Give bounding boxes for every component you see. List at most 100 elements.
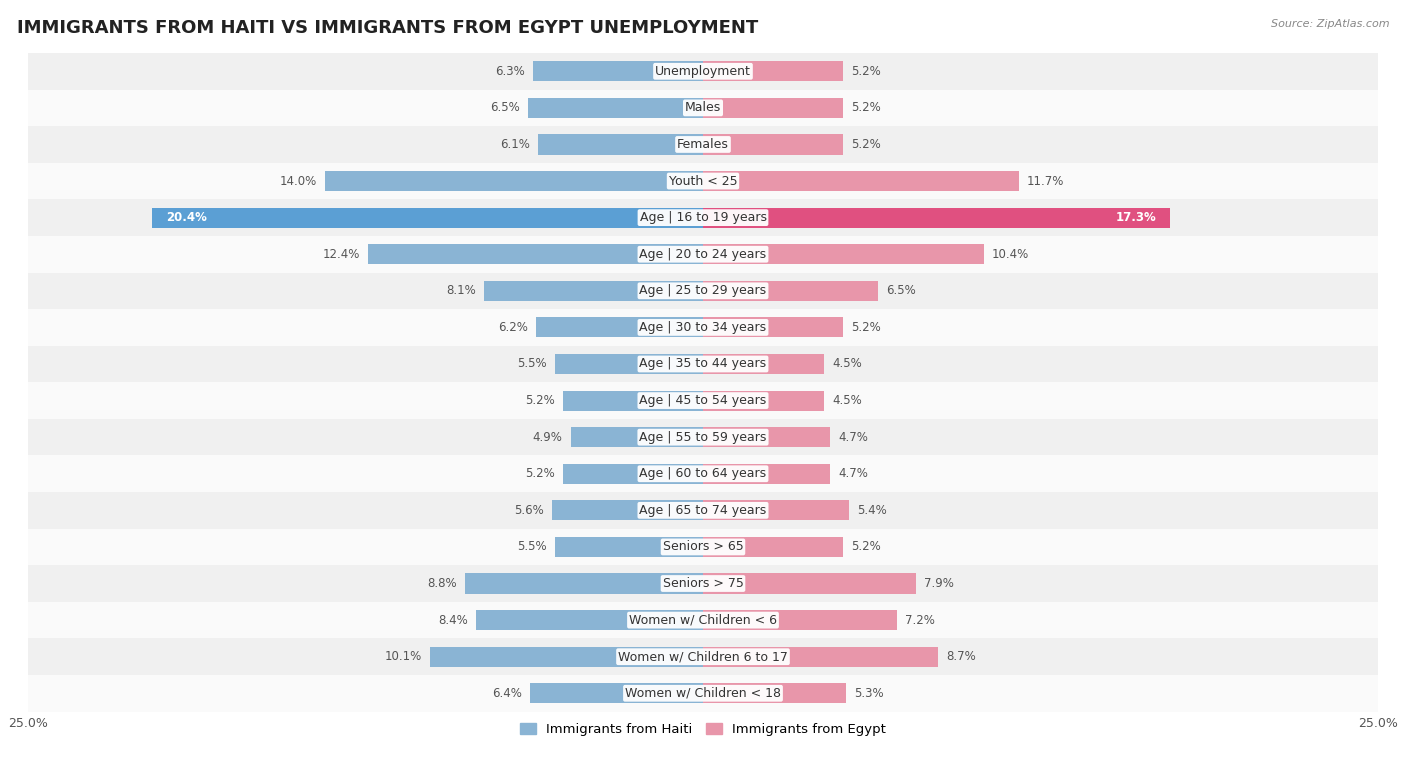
Text: 11.7%: 11.7% [1026,175,1064,188]
Bar [28,638,1378,675]
Text: Males: Males [685,101,721,114]
Bar [703,610,897,630]
Text: 5.5%: 5.5% [517,540,547,553]
Bar [28,346,1378,382]
Text: Age | 55 to 59 years: Age | 55 to 59 years [640,431,766,444]
Bar [28,419,1378,456]
Text: 5.2%: 5.2% [852,321,882,334]
Bar [703,427,830,447]
Text: 5.2%: 5.2% [524,394,554,407]
Bar [554,354,703,374]
Text: Women w/ Children < 18: Women w/ Children < 18 [626,687,780,699]
Bar [527,98,703,118]
Bar [562,391,703,410]
Bar [28,236,1378,273]
Bar [703,317,844,338]
Bar [28,382,1378,419]
Text: Females: Females [678,138,728,151]
Text: 5.2%: 5.2% [852,138,882,151]
Legend: Immigrants from Haiti, Immigrants from Egypt: Immigrants from Haiti, Immigrants from E… [515,718,891,741]
Text: Age | 65 to 74 years: Age | 65 to 74 years [640,504,766,517]
Bar [28,163,1378,199]
Bar [28,53,1378,89]
Bar [703,245,984,264]
Text: 4.9%: 4.9% [533,431,562,444]
Bar [533,61,703,81]
Bar [703,537,844,557]
Text: Age | 20 to 24 years: Age | 20 to 24 years [640,248,766,260]
Text: 4.5%: 4.5% [832,357,862,370]
Text: Age | 45 to 54 years: Age | 45 to 54 years [640,394,766,407]
Bar [536,317,703,338]
Text: 8.1%: 8.1% [447,285,477,298]
Text: 4.5%: 4.5% [832,394,862,407]
Text: IMMIGRANTS FROM HAITI VS IMMIGRANTS FROM EGYPT UNEMPLOYMENT: IMMIGRANTS FROM HAITI VS IMMIGRANTS FROM… [17,19,758,37]
Text: 8.8%: 8.8% [427,577,457,590]
Bar [28,126,1378,163]
Bar [703,464,830,484]
Bar [551,500,703,520]
Bar [703,684,846,703]
Bar [28,456,1378,492]
Text: 7.9%: 7.9% [924,577,955,590]
Text: 14.0%: 14.0% [280,175,316,188]
Text: 5.4%: 5.4% [856,504,887,517]
Bar [703,98,844,118]
Text: 20.4%: 20.4% [166,211,207,224]
Bar [703,171,1019,191]
Bar [28,565,1378,602]
Text: Seniors > 65: Seniors > 65 [662,540,744,553]
Bar [28,528,1378,565]
Text: 5.3%: 5.3% [855,687,884,699]
Text: Women w/ Children < 6: Women w/ Children < 6 [628,614,778,627]
Text: Age | 60 to 64 years: Age | 60 to 64 years [640,467,766,480]
Bar [28,492,1378,528]
Text: 6.5%: 6.5% [489,101,519,114]
Bar [571,427,703,447]
Bar [477,610,703,630]
Bar [554,537,703,557]
Text: 5.2%: 5.2% [852,65,882,78]
Text: 6.1%: 6.1% [501,138,530,151]
Bar [703,391,824,410]
Bar [28,273,1378,309]
Text: 4.7%: 4.7% [838,431,868,444]
Text: 4.7%: 4.7% [838,467,868,480]
Bar [28,309,1378,346]
Bar [703,500,849,520]
Bar [28,199,1378,236]
Bar [152,207,703,228]
Bar [703,207,1170,228]
Text: 10.4%: 10.4% [991,248,1029,260]
Bar [703,646,938,667]
Bar [28,89,1378,126]
Text: Age | 35 to 44 years: Age | 35 to 44 years [640,357,766,370]
Bar [538,135,703,154]
Text: 5.2%: 5.2% [852,101,882,114]
Bar [703,61,844,81]
Text: Source: ZipAtlas.com: Source: ZipAtlas.com [1271,19,1389,29]
Text: Age | 30 to 34 years: Age | 30 to 34 years [640,321,766,334]
Text: Unemployment: Unemployment [655,65,751,78]
Text: 6.4%: 6.4% [492,687,522,699]
Text: Age | 25 to 29 years: Age | 25 to 29 years [640,285,766,298]
Text: Women w/ Children 6 to 17: Women w/ Children 6 to 17 [619,650,787,663]
Bar [703,281,879,301]
Text: 6.3%: 6.3% [495,65,524,78]
Text: 6.2%: 6.2% [498,321,527,334]
Bar [368,245,703,264]
Bar [430,646,703,667]
Bar [703,574,917,593]
Text: 10.1%: 10.1% [385,650,422,663]
Text: 6.5%: 6.5% [887,285,917,298]
Text: 17.3%: 17.3% [1116,211,1157,224]
Bar [28,602,1378,638]
Text: 5.2%: 5.2% [524,467,554,480]
Bar [465,574,703,593]
Bar [325,171,703,191]
Text: 8.4%: 8.4% [439,614,468,627]
Text: Age | 16 to 19 years: Age | 16 to 19 years [640,211,766,224]
Text: 5.6%: 5.6% [515,504,544,517]
Text: 5.2%: 5.2% [852,540,882,553]
Text: 12.4%: 12.4% [323,248,360,260]
